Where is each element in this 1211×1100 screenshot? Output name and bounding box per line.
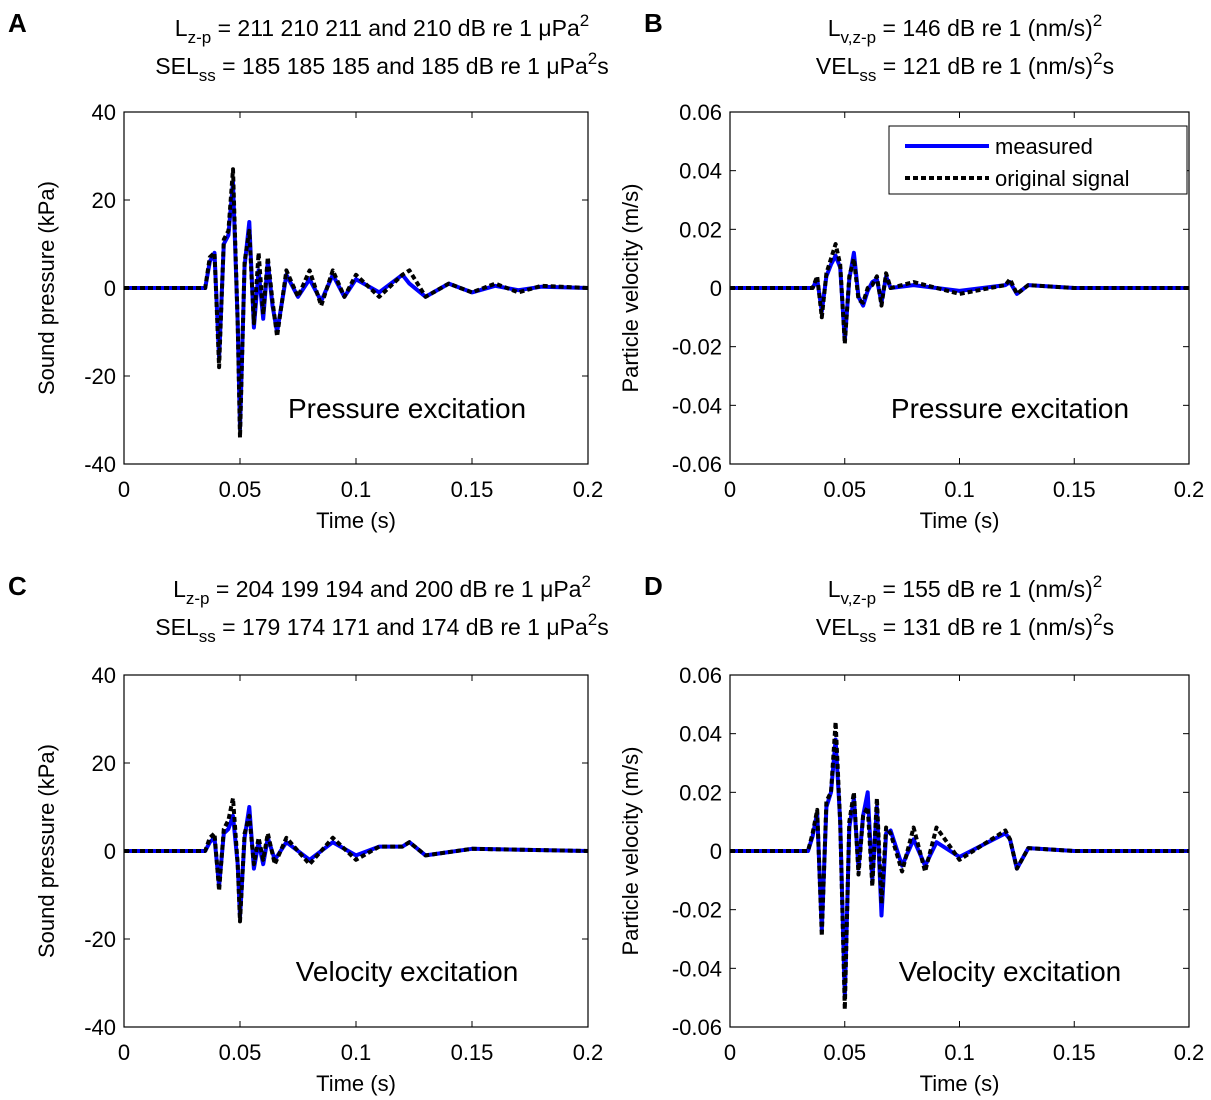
title-line-2: VELss = 121 dB re 1 (nm/s)2s [816, 49, 1114, 85]
x-axis-label: Time (s) [316, 508, 396, 533]
y-axis-label: Particle velocity (m/s) [618, 746, 643, 955]
title-line-1: Lz-p = 204 199 194 and 200 dB re 1 μPa2 [173, 572, 591, 608]
x-tick-label: 0.1 [341, 477, 372, 502]
series-original-signal [730, 242, 1189, 346]
x-tick-label: 0.15 [451, 1040, 494, 1065]
y-tick-label: 0 [104, 276, 116, 301]
y-tick-label: 20 [92, 751, 116, 776]
y-tick-label: 0.04 [679, 159, 722, 184]
x-tick-label: 0.1 [944, 477, 975, 502]
title-line-2: SELss = 179 174 171 and 174 dB re 1 μPa2… [155, 610, 608, 646]
title-line-2: VELss = 131 dB re 1 (nm/s)2s [816, 610, 1114, 646]
y-tick-label: -0.06 [672, 452, 722, 477]
x-tick-label: 0.2 [573, 477, 604, 502]
x-tick-label: 0.05 [219, 1040, 262, 1065]
y-tick-label: -0.02 [672, 335, 722, 360]
y-tick-label: -0.04 [672, 956, 722, 981]
title-line-1: Lz-p = 211 210 211 and 210 dB re 1 μPa2 [175, 11, 589, 47]
series-original-signal [124, 796, 588, 924]
y-tick-label: 0.02 [679, 780, 722, 805]
legend-label-measured: measured [995, 134, 1093, 159]
y-tick-label: 40 [92, 100, 116, 125]
y-axis-label: Particle velocity (m/s) [618, 183, 643, 392]
series-original-signal [124, 167, 588, 440]
x-tick-label: 0.15 [1053, 1040, 1096, 1065]
title-line-1: Lv,z-p = 146 dB re 1 (nm/s)2 [828, 11, 1103, 47]
y-tick-label: -0.06 [672, 1015, 722, 1040]
y-tick-label: -20 [84, 927, 116, 952]
legend-label-original-signal: original signal [995, 166, 1130, 191]
panel-letter: D [644, 571, 663, 601]
legend-box [888, 125, 1188, 195]
excitation-annotation: Velocity excitation [296, 956, 519, 987]
x-tick-label: 0 [118, 477, 130, 502]
x-tick-label: 0 [724, 477, 736, 502]
y-tick-label: 0.06 [679, 663, 722, 688]
y-tick-label: 40 [92, 663, 116, 688]
x-tick-label: 0.1 [341, 1040, 372, 1065]
panel-letter: B [644, 8, 663, 38]
panel-a: A Lz-p = 211 210 211 and 210 dB re 1 μPa2… [8, 8, 609, 533]
series-measured [124, 180, 588, 431]
y-axis-label: Sound pressure (kPa) [34, 181, 59, 395]
y-tick-label: 0 [710, 276, 722, 301]
y-tick-label: 0.02 [679, 217, 722, 242]
series-original-signal [730, 719, 1189, 1012]
x-tick-label: 0.2 [1174, 477, 1205, 502]
series-measured [730, 250, 1189, 343]
x-tick-label: 0.15 [1053, 477, 1096, 502]
excitation-annotation: Pressure excitation [288, 393, 526, 424]
y-tick-label: -0.02 [672, 898, 722, 923]
x-tick-label: 0.2 [1174, 1040, 1205, 1065]
panel-letter: C [8, 571, 27, 601]
y-tick-label: 0 [710, 839, 722, 864]
series-measured [124, 805, 588, 919]
excitation-annotation: Velocity excitation [899, 956, 1122, 987]
y-tick-label: -0.04 [672, 393, 722, 418]
x-tick-label: 0.2 [573, 1040, 604, 1065]
title-line-1: Lv,z-p = 155 dB re 1 (nm/s)2 [828, 572, 1103, 608]
y-tick-label: -40 [84, 1015, 116, 1040]
x-axis-label: Time (s) [920, 1071, 1000, 1096]
legend: measured original signal [888, 125, 1188, 195]
y-tick-label: -20 [84, 364, 116, 389]
x-tick-label: 0.1 [944, 1040, 975, 1065]
title-line-2: SELss = 185 185 185 and 185 dB re 1 μPa2… [155, 49, 608, 85]
x-axis-label: Time (s) [920, 508, 1000, 533]
y-axis-label: Sound pressure (kPa) [34, 744, 59, 958]
x-tick-label: 0 [118, 1040, 130, 1065]
panel-letter: A [8, 8, 27, 38]
panel-c: C Lz-p = 204 199 194 and 200 dB re 1 μPa2… [8, 571, 609, 1096]
x-axis-label: Time (s) [316, 1071, 396, 1096]
y-tick-label: 0.04 [679, 722, 722, 747]
excitation-annotation: Pressure excitation [891, 393, 1129, 424]
x-tick-label: 0.15 [451, 477, 494, 502]
y-tick-label: 20 [92, 188, 116, 213]
x-tick-label: 0.05 [823, 477, 866, 502]
x-tick-label: 0.05 [823, 1040, 866, 1065]
x-tick-label: 0 [724, 1040, 736, 1065]
y-tick-label: 0 [104, 839, 116, 864]
x-tick-label: 0.05 [219, 477, 262, 502]
y-tick-label: 0.06 [679, 100, 722, 125]
y-tick-label: -40 [84, 452, 116, 477]
